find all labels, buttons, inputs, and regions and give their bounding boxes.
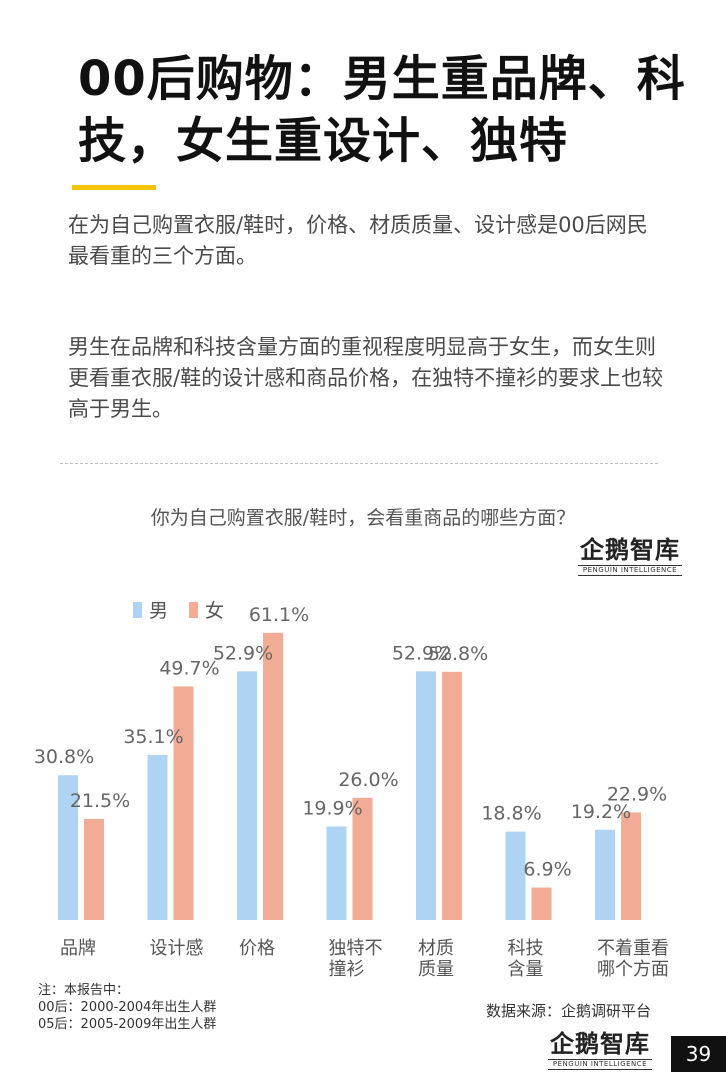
logo-subtext: PENGUIN INTELLIGENCE bbox=[548, 1059, 652, 1070]
bar bbox=[352, 797, 373, 920]
category-label: 哪个方面 bbox=[597, 959, 669, 980]
gender-paragraph: 男生在品牌和科技含量方面的重视程度明显高于女生，而女生则更看重衣服/鞋的设计感和… bbox=[68, 335, 664, 421]
chart-bars bbox=[58, 632, 641, 920]
legend-swatch bbox=[133, 602, 142, 618]
data-label: 21.5% bbox=[70, 790, 130, 812]
data-label: 6.9% bbox=[523, 859, 571, 881]
page-title: 00后购物：男生重品牌、科技，女生重设计、独特 bbox=[78, 51, 686, 169]
bar bbox=[173, 686, 194, 920]
data-source: 数据来源：企鹅调研平台 bbox=[486, 1002, 652, 1020]
legend-label: 女 bbox=[205, 600, 224, 622]
bar bbox=[442, 671, 462, 920]
footnote-line: 05后：2005-2009年出生人群 bbox=[38, 1017, 217, 1032]
category-label: 设计感 bbox=[150, 938, 204, 959]
penguin-logo: 企鹅智库 PENGUIN INTELLIGENCE bbox=[570, 536, 690, 576]
footnote: 注：本报告中： 00后：2000-2004年出生人群 05后：2005-2009… bbox=[38, 982, 216, 1033]
chart-labels: 30.8% 21.5% 品牌 35.1% 49.7% 设计感 52.9% 61.1% 价格 19.… bbox=[34, 604, 669, 980]
bar bbox=[326, 826, 347, 920]
category-label: 独特不 bbox=[329, 938, 383, 959]
bar bbox=[621, 812, 641, 920]
category-label: 不着重看 bbox=[597, 938, 669, 959]
bar bbox=[505, 831, 526, 920]
chart-legend: 男女 bbox=[133, 600, 224, 622]
data-label: 30.8% bbox=[34, 746, 94, 768]
bar bbox=[416, 671, 436, 920]
legend-label: 男 bbox=[149, 600, 168, 622]
category-label: 价格 bbox=[239, 938, 275, 959]
bar bbox=[58, 775, 78, 920]
category-label: 质量 bbox=[418, 959, 454, 980]
category-label: 撞衫 bbox=[329, 959, 365, 980]
logo-text: 企鹅智库 bbox=[550, 1030, 650, 1058]
category-label: 科技 bbox=[508, 938, 544, 959]
chart-title: 你为自己购置衣服/鞋时，会看重商品的哪些方面？ bbox=[150, 507, 576, 529]
title-accent-bar bbox=[72, 185, 156, 190]
category-label: 品牌 bbox=[60, 938, 96, 959]
data-label: 52.8% bbox=[428, 643, 488, 665]
bar bbox=[531, 887, 552, 920]
bar-chart: 男女 30.8%21.5%品牌35.1%49.7%设计感52.9%61.1%价格… bbox=[34, 600, 669, 980]
bar bbox=[263, 632, 283, 920]
data-label: 19.2% bbox=[571, 801, 631, 823]
bar bbox=[595, 829, 615, 920]
penguin-logo-footer: 企鹅智库 PENGUIN INTELLIGENCE bbox=[540, 1030, 660, 1070]
data-label: 49.7% bbox=[159, 657, 219, 679]
logo-subtext: PENGUIN INTELLIGENCE bbox=[578, 565, 682, 576]
data-label: 26.0% bbox=[338, 769, 398, 791]
data-label: 18.8% bbox=[481, 803, 541, 825]
intro-paragraph: 在为自己购置衣服/鞋时，价格、材质质量、设计感是00后网民最看重的三个方面。 bbox=[68, 213, 648, 268]
category-label: 含量 bbox=[508, 959, 544, 980]
data-label: 52.9% bbox=[213, 642, 273, 664]
logo-text: 企鹅智库 bbox=[580, 536, 680, 564]
bar bbox=[237, 671, 257, 920]
page-number: 39 bbox=[671, 1036, 726, 1072]
data-label: 19.9% bbox=[302, 797, 362, 819]
data-label: 52.9% bbox=[392, 642, 452, 664]
data-label: 22.9% bbox=[607, 783, 667, 805]
footnote-line: 注：本报告中： bbox=[38, 983, 130, 998]
data-label: 61.1% bbox=[249, 604, 309, 626]
category-label: 材质 bbox=[418, 938, 454, 959]
legend-swatch bbox=[189, 602, 198, 618]
dashed-divider bbox=[60, 463, 658, 464]
footnote-line: 00后：2000-2004年出生人群 bbox=[38, 1000, 217, 1015]
data-label: 35.1% bbox=[123, 726, 183, 748]
bar bbox=[147, 755, 168, 920]
bar bbox=[84, 818, 104, 920]
